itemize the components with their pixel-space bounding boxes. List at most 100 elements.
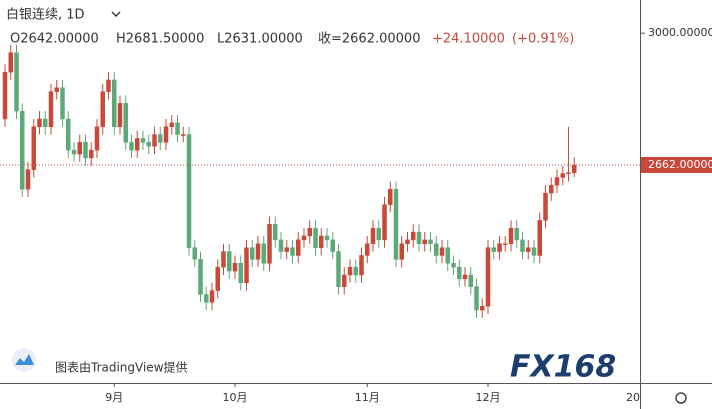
candle-body	[370, 227, 376, 245]
symbol-label[interactable]: 白银连续, 1D	[6, 7, 85, 23]
candle-body	[474, 286, 479, 311]
x-tick-label: 10月	[223, 391, 248, 404]
ohlc-value: (+0.91%)	[512, 32, 574, 47]
candle-body	[77, 142, 82, 155]
candle-body	[14, 52, 19, 112]
candle-body	[566, 172, 571, 175]
candle-body	[123, 103, 128, 143]
candle-body	[462, 274, 468, 280]
candle-body	[405, 239, 410, 245]
candle-body	[537, 220, 542, 256]
last-price-badge	[641, 156, 712, 173]
candle-body	[342, 274, 347, 287]
candle-body	[255, 243, 261, 260]
ohlc-value: L2631.00000	[217, 32, 303, 47]
candle-body	[393, 188, 399, 260]
candle-body	[560, 173, 565, 178]
candle-body	[163, 126, 169, 143]
candle-body	[232, 263, 238, 272]
candle-body	[480, 305, 485, 311]
candle-body	[382, 204, 387, 241]
candle-body	[531, 247, 537, 256]
candle-body	[428, 239, 433, 245]
candle-body	[169, 122, 174, 128]
candle-body	[25, 169, 31, 190]
ohlc-value: H2681.50000	[116, 32, 204, 47]
candle-body	[152, 134, 157, 147]
candle-body	[89, 149, 94, 159]
candle-body	[497, 243, 502, 252]
x-tick-label: 12月	[476, 391, 501, 404]
candle-body	[238, 263, 243, 284]
candle-body	[8, 52, 13, 73]
candle-body	[261, 243, 266, 264]
last-price-label: 2662.00000	[648, 158, 712, 171]
candle-body	[307, 227, 312, 237]
candle-body	[514, 227, 519, 241]
candle-body	[20, 110, 25, 190]
candle-body	[422, 239, 427, 245]
candle-body	[135, 138, 140, 151]
candle-body	[112, 79, 117, 128]
candle-body	[296, 239, 301, 256]
candle-body	[508, 227, 514, 245]
candle-body	[572, 164, 577, 174]
candle-body	[2, 71, 8, 120]
candle-body	[83, 142, 88, 159]
candle-body	[198, 259, 203, 295]
candle-body	[244, 247, 249, 284]
candle-body	[267, 224, 272, 264]
candle-body	[186, 134, 192, 248]
ohlc-value: O2642.00000	[10, 32, 99, 47]
ohlc-value: +24.10000	[432, 32, 505, 47]
candle-body	[485, 247, 491, 307]
candle-body	[43, 118, 48, 128]
candle-body	[451, 263, 456, 268]
settings-icon[interactable]	[675, 392, 687, 404]
candle-body	[117, 103, 123, 128]
candle-body	[330, 239, 335, 252]
candle-body	[388, 188, 393, 206]
candle-body	[365, 243, 370, 256]
candle-body	[359, 255, 364, 276]
candle-body	[66, 118, 71, 151]
candle-body	[278, 239, 284, 252]
candle-body	[468, 274, 473, 287]
candle-body	[491, 247, 496, 252]
tv-logo	[15, 354, 34, 365]
ohlc-legend: O2642.00000 H2681.50000 L2631.00000 收=2662.…	[10, 32, 574, 47]
candle-body	[227, 251, 232, 272]
candle-body	[313, 227, 318, 248]
candle-body	[192, 247, 197, 260]
watermark: 图表由TradingView提供	[55, 360, 188, 375]
candle-body	[31, 126, 36, 170]
candle-body	[146, 142, 151, 147]
plot-area	[2, 44, 577, 318]
candle-body	[37, 118, 42, 128]
candle-body	[399, 243, 404, 260]
ohlc-value: 收=2662.00000	[318, 32, 420, 47]
candle-body	[445, 247, 450, 264]
candle-body	[411, 231, 416, 241]
candle-body	[250, 247, 255, 260]
candle-body	[158, 134, 163, 143]
candle-body	[543, 192, 548, 221]
candle-body	[457, 266, 462, 280]
fx168-logo: FX168	[510, 350, 616, 385]
candle-body	[273, 224, 278, 241]
candle-body	[54, 87, 59, 92]
candle-body	[71, 149, 77, 155]
candle-body	[48, 91, 54, 128]
interval-caret[interactable]	[111, 11, 121, 17]
candle-body	[100, 91, 105, 128]
candle-body	[434, 243, 439, 256]
candle-body	[376, 227, 381, 241]
candle-body	[324, 235, 330, 241]
candle-body	[181, 134, 186, 136]
candle-body	[526, 247, 531, 252]
y-tick-label: 3000.00000	[648, 26, 712, 39]
candle-body	[284, 247, 289, 252]
